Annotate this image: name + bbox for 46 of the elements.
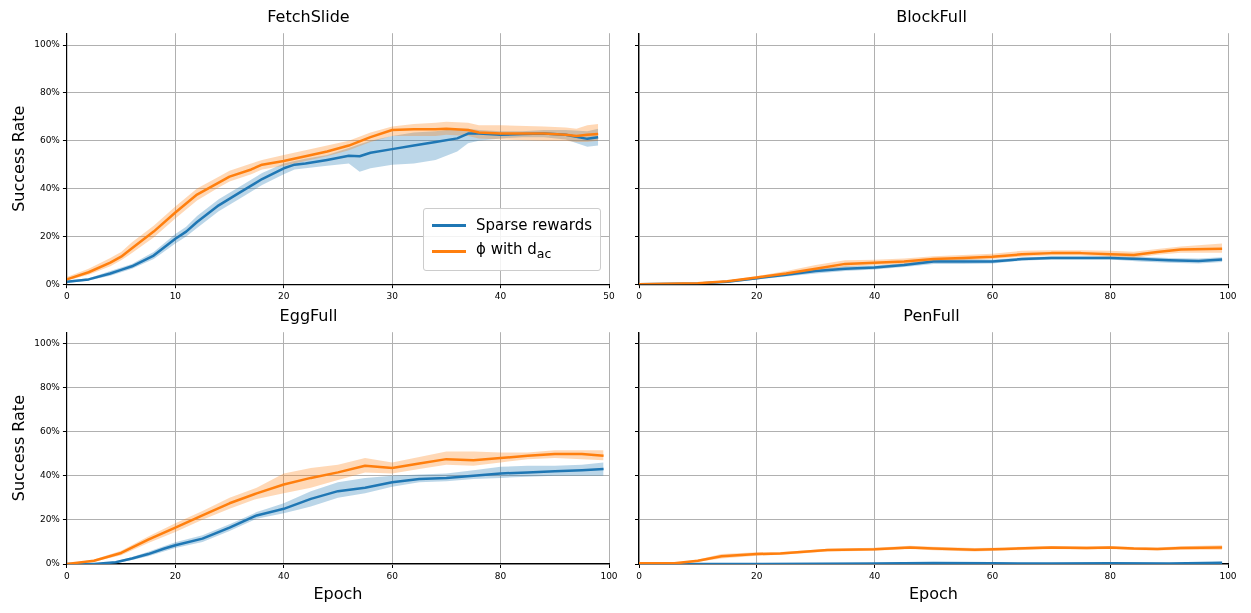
y-tick-label: 80% [39,381,61,392]
legend-label: ϕ with d$_{ac}$ [476,239,552,263]
x-tick-label: 20 [751,290,763,301]
x-tick-label: 60 [986,570,999,581]
legend-label: Sparse rewards [476,215,592,236]
y-axis-title: Success Rate [8,395,28,502]
x-tick-label: 20 [278,290,290,301]
x-tick-label: 100 [1219,290,1237,301]
y-tick-label: 40% [39,470,61,481]
x-tick-label: 60 [986,290,999,301]
chart-title: BlockFull [896,6,967,26]
x-tick-label: 0 [636,570,643,581]
chart-title: EggFull [279,305,338,325]
x-tick-label: 10 [169,290,182,301]
x-tick-label: 80 [494,570,507,581]
x-tick-label: 0 [64,290,71,301]
x-tick-label: 100 [600,570,618,581]
x-tick-label: 30 [386,290,399,301]
x-tick-label: 20 [169,570,182,581]
y-tick-label: 40% [39,182,61,193]
x-tick-label: 50 [603,290,615,301]
x-tick-label: 100 [1219,570,1237,581]
y-tick-label: 60% [39,135,61,146]
x-tick-label: 40 [278,570,290,581]
chart-title: FetchSlide [267,6,350,26]
y-axis-title: Success Rate [8,105,28,212]
y-tick-label: 20% [39,514,61,525]
x-tick-label: 40 [868,290,881,301]
y-tick-label: 60% [39,425,61,436]
y-tick-label: 100% [34,39,61,50]
y-tick-label: 0% [45,278,61,289]
y-tick-label: 0% [45,558,61,569]
x-tick-label: 60 [386,570,399,581]
x-tick-label: 40 [868,570,881,581]
x-tick-label: 0 [636,290,643,301]
x-tick-label: 20 [751,570,763,581]
y-tick-label: 80% [39,87,61,98]
chart-title: PenFull [903,305,960,325]
x-tick-label: 0 [64,570,71,581]
y-tick-label: 20% [39,230,61,241]
x-axis-title: Epoch [909,583,958,603]
x-axis-title: Epoch [313,583,363,603]
x-tick-label: 80 [1104,570,1117,581]
y-tick-label: 100% [34,337,61,348]
x-tick-label: 80 [1104,290,1117,301]
x-tick-label: 40 [494,290,507,301]
